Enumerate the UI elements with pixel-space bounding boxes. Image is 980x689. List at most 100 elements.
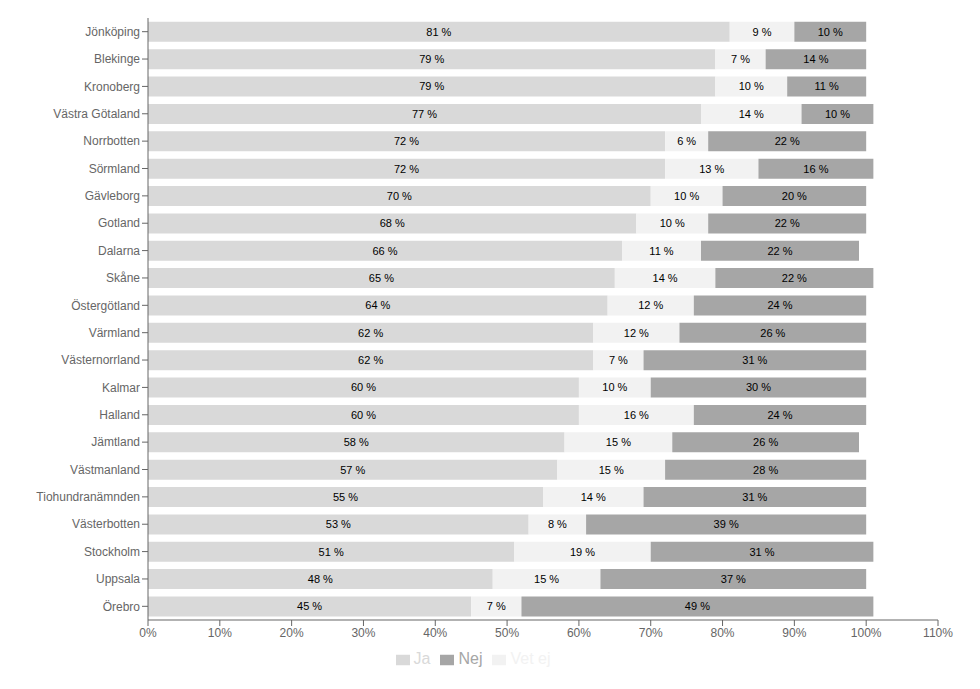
svg-text:70%: 70%: [639, 626, 663, 640]
svg-text:30%: 30%: [351, 626, 375, 640]
svg-text:14 %: 14 %: [653, 272, 678, 284]
svg-text:22 %: 22 %: [782, 272, 807, 284]
svg-text:19 %: 19 %: [570, 546, 595, 558]
svg-text:Örebro: Örebro: [103, 600, 141, 614]
svg-text:66 %: 66 %: [372, 245, 397, 257]
svg-text:Stockholm: Stockholm: [84, 545, 140, 559]
svg-text:22 %: 22 %: [775, 135, 800, 147]
svg-text:68 %: 68 %: [380, 217, 405, 229]
svg-text:62 %: 62 %: [358, 327, 383, 339]
svg-text:Halland: Halland: [99, 408, 140, 422]
svg-text:22 %: 22 %: [767, 245, 792, 257]
svg-text:13 %: 13 %: [699, 163, 724, 175]
svg-text:10%: 10%: [208, 626, 232, 640]
svg-text:Kalmar: Kalmar: [102, 381, 140, 395]
svg-text:Kronoberg: Kronoberg: [84, 80, 140, 94]
svg-text:49 %: 49 %: [685, 600, 710, 612]
svg-text:16 %: 16 %: [803, 163, 828, 175]
svg-text:Gotland: Gotland: [98, 216, 140, 230]
svg-text:12 %: 12 %: [638, 299, 663, 311]
svg-text:Jönköping: Jönköping: [85, 25, 140, 39]
svg-text:10 %: 10 %: [818, 26, 843, 38]
svg-text:31 %: 31 %: [742, 354, 767, 366]
svg-text:7 %: 7 %: [487, 600, 506, 612]
svg-text:57 %: 57 %: [340, 464, 365, 476]
svg-text:77 %: 77 %: [412, 108, 437, 120]
svg-text:15 %: 15 %: [534, 573, 559, 585]
svg-text:24 %: 24 %: [767, 299, 792, 311]
svg-text:Gävleborg: Gävleborg: [85, 189, 140, 203]
svg-text:10 %: 10 %: [825, 108, 850, 120]
svg-text:45 %: 45 %: [297, 600, 322, 612]
svg-text:14 %: 14 %: [581, 491, 606, 503]
svg-text:79 %: 79 %: [419, 80, 444, 92]
svg-text:20 %: 20 %: [782, 190, 807, 202]
svg-text:Sörmland: Sörmland: [89, 162, 140, 176]
svg-text:Norrbotten: Norrbotten: [83, 134, 140, 148]
svg-text:50%: 50%: [495, 626, 519, 640]
svg-text:26 %: 26 %: [753, 436, 778, 448]
svg-text:Blekinge: Blekinge: [94, 52, 140, 66]
svg-text:10 %: 10 %: [674, 190, 699, 202]
svg-text:40%: 40%: [423, 626, 447, 640]
svg-text:Västra Götaland: Västra Götaland: [53, 107, 140, 121]
svg-text:90%: 90%: [782, 626, 806, 640]
svg-text:60 %: 60 %: [351, 409, 376, 421]
svg-text:Värmland: Värmland: [89, 326, 140, 340]
svg-text:7 %: 7 %: [731, 53, 750, 65]
svg-text:22 %: 22 %: [775, 217, 800, 229]
svg-text:31 %: 31 %: [750, 546, 775, 558]
svg-text:Västmanland: Västmanland: [70, 463, 140, 477]
svg-text:28 %: 28 %: [753, 464, 778, 476]
svg-text:72 %: 72 %: [394, 163, 419, 175]
svg-text:20%: 20%: [280, 626, 304, 640]
svg-text:Jämtland: Jämtland: [91, 435, 140, 449]
svg-text:10 %: 10 %: [660, 217, 685, 229]
svg-text:Tiohundranämnden: Tiohundranämnden: [36, 490, 140, 504]
svg-text:58 %: 58 %: [344, 436, 369, 448]
svg-text:Dalarna: Dalarna: [98, 244, 140, 258]
svg-text:8 %: 8 %: [548, 518, 567, 530]
svg-text:0%: 0%: [139, 626, 157, 640]
svg-text:Västernorrland: Västernorrland: [61, 353, 140, 367]
svg-text:64 %: 64 %: [365, 299, 390, 311]
svg-text:15 %: 15 %: [606, 436, 631, 448]
svg-text:51 %: 51 %: [319, 546, 344, 558]
svg-text:16 %: 16 %: [624, 409, 649, 421]
svg-text:48 %: 48 %: [308, 573, 333, 585]
svg-text:Skåne: Skåne: [106, 271, 140, 285]
svg-text:24 %: 24 %: [767, 409, 792, 421]
svg-text:100%: 100%: [851, 626, 882, 640]
svg-text:39 %: 39 %: [714, 518, 739, 530]
svg-text:10 %: 10 %: [739, 80, 764, 92]
svg-text:Uppsala: Uppsala: [96, 572, 140, 586]
svg-text:30 %: 30 %: [746, 381, 771, 393]
svg-text:7 %: 7 %: [609, 354, 628, 366]
svg-text:79 %: 79 %: [419, 53, 444, 65]
svg-text:11 %: 11 %: [815, 80, 839, 92]
svg-text:26 %: 26 %: [760, 327, 785, 339]
svg-text:70 %: 70 %: [387, 190, 412, 202]
svg-text:110%: 110%: [923, 626, 953, 640]
svg-text:62 %: 62 %: [358, 354, 383, 366]
svg-text:72 %: 72 %: [394, 135, 419, 147]
svg-text:9 %: 9 %: [753, 26, 772, 38]
svg-text:31 %: 31 %: [742, 491, 767, 503]
svg-text:53 %: 53 %: [326, 518, 351, 530]
svg-text:11 %: 11 %: [649, 245, 673, 257]
svg-text:Östergötland: Östergötland: [71, 299, 140, 313]
svg-text:14 %: 14 %: [803, 53, 828, 65]
svg-text:Västerbotten: Västerbotten: [72, 517, 140, 531]
svg-text:12 %: 12 %: [624, 327, 649, 339]
svg-text:81 %: 81 %: [426, 26, 451, 38]
svg-text:65 %: 65 %: [369, 272, 394, 284]
svg-text:37 %: 37 %: [721, 573, 746, 585]
svg-text:10 %: 10 %: [602, 381, 627, 393]
svg-text:60%: 60%: [567, 626, 591, 640]
svg-text:15 %: 15 %: [599, 464, 624, 476]
svg-text:60 %: 60 %: [351, 381, 376, 393]
svg-text:55 %: 55 %: [333, 491, 358, 503]
svg-text:14 %: 14 %: [739, 108, 764, 120]
svg-text:80%: 80%: [711, 626, 735, 640]
svg-text:6 %: 6 %: [677, 135, 696, 147]
